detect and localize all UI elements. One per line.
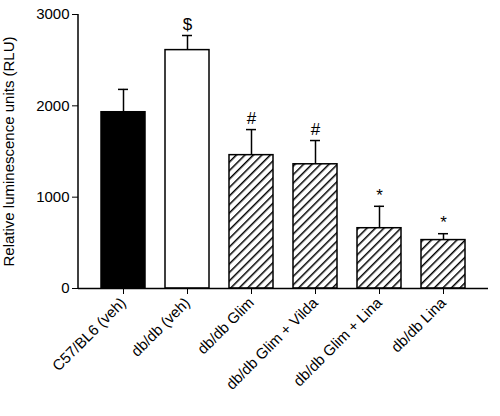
svg-text:db/db (veh): db/db (veh): [127, 294, 193, 360]
svg-text:1000: 1000: [36, 188, 69, 205]
svg-text:db/db Lina: db/db Lina: [387, 293, 449, 355]
svg-text:0: 0: [61, 279, 69, 296]
svg-text:2000: 2000: [36, 97, 69, 114]
svg-text:C57/BL6 (veh): C57/BL6 (veh): [49, 294, 129, 374]
svg-text:db/db Glim + Lina: db/db Glim + Lina: [290, 293, 386, 389]
svg-text:$: $: [183, 15, 193, 34]
svg-text:#: #: [247, 109, 257, 128]
svg-text:3000: 3000: [36, 5, 69, 22]
svg-text:*: *: [376, 186, 383, 205]
svg-text:Relative luminescence units (R: Relative luminescence units (RLU): [0, 36, 17, 266]
svg-text:db/db Glim + Vilda: db/db Glim + Vilda: [222, 293, 321, 393]
svg-text:#: #: [311, 120, 321, 139]
svg-text:db/db Glim: db/db Glim: [194, 294, 257, 357]
svg-text:*: *: [440, 213, 447, 232]
